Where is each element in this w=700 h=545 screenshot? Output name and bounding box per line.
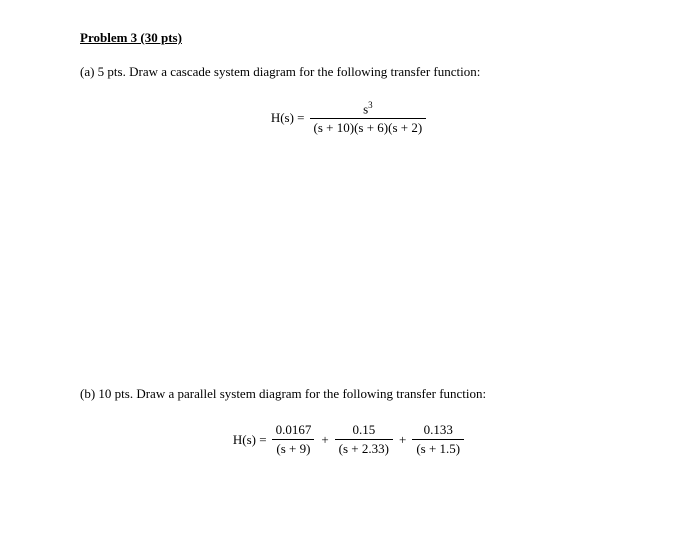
eq-a-numerator: s3 [359,100,377,118]
eq-a-denominator: (s + 10)(s + 6)(s + 2) [310,118,427,136]
problem-title: Problem 3 (30 pts) [80,30,620,46]
eq-a-fraction: s3 (s + 10)(s + 6)(s + 2) [310,100,427,136]
eq-b-term3-den: (s + 1.5) [412,439,464,457]
eq-b-term2-num: 0.15 [348,422,379,439]
equation-a: H(s) = s3 (s + 10)(s + 6)(s + 2) [80,100,620,136]
eq-a-num-exp: 3 [368,100,373,110]
eq-b-term1-den: (s + 9) [272,439,314,457]
eq-b-term3: 0.133 (s + 1.5) [412,422,464,457]
equation-b: H(s) = 0.0167 (s + 9) + 0.15 (s + 2.33) … [80,422,620,457]
eq-b-term2: 0.15 (s + 2.33) [335,422,393,457]
plus-2: + [399,432,406,448]
workspace-a [80,156,620,386]
part-a-prompt: (a) 5 pts. Draw a cascade system diagram… [80,64,620,80]
eq-b-term1: 0.0167 (s + 9) [272,422,316,457]
eq-b-term3-num: 0.133 [420,422,457,439]
eq-b-lhs: H(s) = [233,432,267,448]
eq-b-term1-num: 0.0167 [272,422,316,439]
eq-b-term2-den: (s + 2.33) [335,439,393,457]
part-b-prompt: (b) 10 pts. Draw a parallel system diagr… [80,386,620,402]
plus-1: + [321,432,328,448]
eq-a-lhs: H(s) = [271,110,305,126]
